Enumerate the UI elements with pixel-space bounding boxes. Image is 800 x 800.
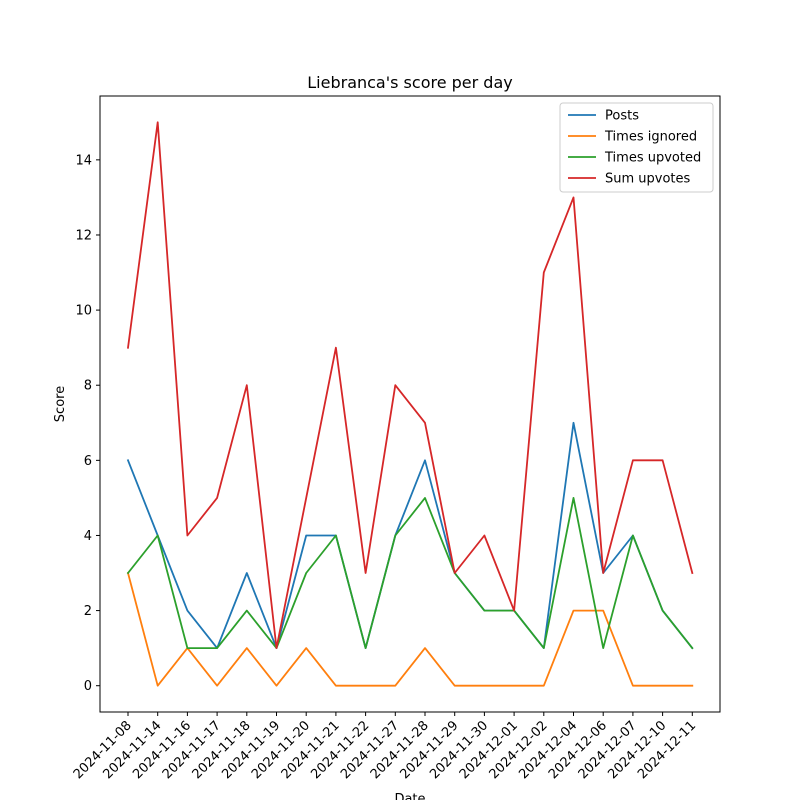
- y-tick-label: 2: [84, 604, 92, 619]
- legend-label: Sum upvotes: [605, 172, 691, 187]
- series-line-sum-upvotes: [126, 121, 694, 649]
- y-axis: 0 2 4 6 8 10 12 14: [75, 153, 100, 694]
- legend-label: Times ignored: [604, 130, 697, 145]
- y-tick-label: 8: [84, 379, 92, 394]
- plot-area-frame: [99, 95, 721, 713]
- legend-box: [559, 102, 714, 193]
- y-tick-label: 12: [75, 228, 92, 243]
- y-tick-label: 4: [84, 529, 92, 544]
- series-layer: [126, 121, 694, 687]
- y-tick-label: 6: [84, 454, 92, 469]
- legend-label: Times upvoted: [604, 151, 701, 166]
- chart-title: Liebranca's score per day: [307, 73, 512, 92]
- y-tick-label: 10: [75, 304, 92, 319]
- x-axis-label: Date: [394, 792, 425, 800]
- y-tick-label: 14: [75, 153, 92, 168]
- series-line-posts: [126, 421, 694, 650]
- legend: Posts Times ignored Times upvoted Sum upvot…: [559, 102, 714, 193]
- series-line-times-ignored: [126, 571, 694, 687]
- y-tick-label: 0: [84, 679, 92, 694]
- series-line-times-upvoted: [126, 496, 694, 650]
- y-axis-label: Score: [53, 386, 68, 422]
- legend-label: Posts: [605, 109, 639, 124]
